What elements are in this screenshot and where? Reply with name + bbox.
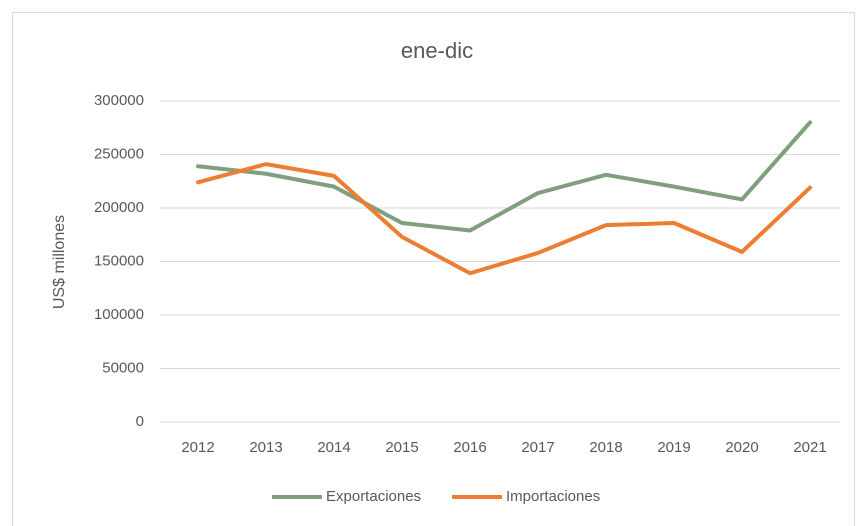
series-line <box>196 120 812 233</box>
x-tick-label: 2018 <box>589 439 622 456</box>
y-tick-label: 300000 <box>94 92 144 109</box>
y-tick-label: 0 <box>136 413 144 430</box>
y-tick-label: 50000 <box>102 359 144 376</box>
x-tick-label: 2015 <box>385 439 418 456</box>
x-tick-label: 2014 <box>317 439 350 456</box>
chart-frame <box>12 12 855 526</box>
x-tick-label: 2019 <box>657 439 690 456</box>
y-axis-label: US$ millones <box>51 215 68 309</box>
x-tick-label: 2013 <box>249 439 282 456</box>
y-tick-label: 150000 <box>94 252 144 269</box>
y-tick-label: 100000 <box>94 306 144 323</box>
series-line <box>196 162 812 276</box>
legend-label: Importaciones <box>506 488 600 505</box>
y-tick-label: 200000 <box>94 199 144 216</box>
chart-title: ene-dic <box>401 38 473 63</box>
x-tick-label: 2017 <box>521 439 554 456</box>
legend-label: Exportaciones <box>326 488 421 505</box>
x-tick-label: 2016 <box>453 439 486 456</box>
x-tick-label: 2021 <box>793 439 826 456</box>
y-tick-label: 250000 <box>94 145 144 162</box>
x-tick-label: 2012 <box>181 439 214 456</box>
x-tick-label: 2020 <box>725 439 758 456</box>
